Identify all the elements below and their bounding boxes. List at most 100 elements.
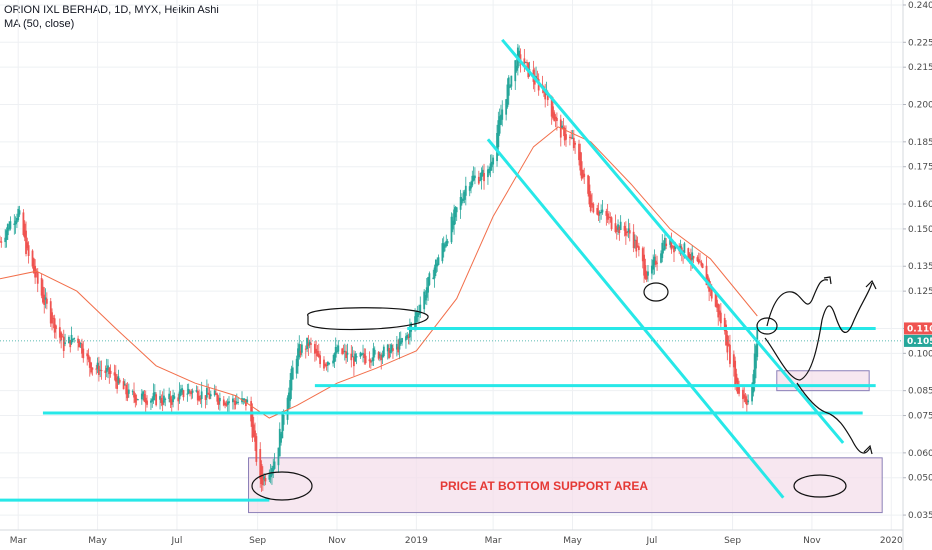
candle-body (64, 342, 66, 344)
candle-body (653, 256, 656, 265)
candle-body (44, 297, 47, 300)
candle-body (544, 89, 547, 100)
candle-body (105, 367, 108, 372)
candle-body (505, 99, 508, 115)
candle-body (291, 367, 294, 380)
candle-body (717, 303, 720, 318)
candle-body (228, 401, 230, 404)
candle-body (550, 96, 553, 117)
candle-body (570, 137, 573, 139)
candle-body (489, 163, 492, 172)
x-tick-label: Sep (249, 536, 266, 546)
candle-body (259, 449, 262, 480)
ellipse-sketch (307, 307, 429, 331)
candle-body (382, 346, 385, 357)
candle-body (644, 265, 647, 279)
candle-body (652, 259, 655, 270)
candle-body (153, 392, 156, 397)
candle-body (324, 364, 327, 366)
candle-body (624, 228, 627, 236)
candle-body (679, 245, 682, 250)
candle-body (656, 262, 658, 264)
candle-body (645, 271, 648, 280)
candle-body (514, 60, 517, 82)
candle-body (390, 344, 393, 352)
candle-body (4, 237, 7, 243)
candle-body (251, 411, 254, 438)
candle-body (345, 351, 348, 358)
candle-body (697, 259, 700, 264)
candle-body (574, 142, 577, 145)
candle-body (725, 324, 727, 346)
candle-body (510, 75, 513, 87)
candle-body (488, 168, 491, 174)
candle-body (178, 391, 181, 400)
candle-body (392, 348, 394, 351)
y-tick-label: 0.160 (908, 200, 932, 210)
candle-body (455, 207, 458, 213)
candle-body (687, 248, 690, 260)
candle-body (492, 157, 495, 165)
candle-body (137, 399, 139, 401)
candle-body (480, 172, 483, 180)
candle-body (445, 240, 448, 247)
candle-body (187, 388, 190, 394)
candle-body (133, 391, 135, 398)
candle-body (364, 355, 367, 364)
candle-body (654, 260, 657, 265)
candle-body (615, 227, 618, 232)
candle-body (591, 202, 593, 205)
candle-body (190, 391, 193, 395)
candle-body (380, 354, 383, 361)
candle-body (643, 254, 645, 276)
candle-body (408, 326, 411, 338)
candle-body (216, 393, 219, 402)
candle-body (428, 273, 431, 285)
candle-body (78, 340, 81, 348)
candle-body (515, 65, 518, 71)
candle-body (215, 392, 217, 395)
candle-body (441, 243, 444, 262)
candle-body (671, 245, 674, 247)
candle-body (88, 357, 91, 368)
candle-body (464, 185, 467, 196)
candle-body (582, 169, 584, 178)
price-tag-label: 0.105 (907, 337, 932, 347)
candle-body (9, 221, 12, 229)
candle-body (127, 389, 130, 394)
candle-body (373, 349, 376, 355)
x-tick-label: Sep (724, 536, 741, 546)
candle-body (6, 224, 9, 236)
candle-body (246, 399, 249, 403)
y-tick-label: 0.175 (908, 163, 932, 173)
candle-body (209, 394, 212, 397)
candle-body (663, 237, 666, 250)
candle-body (597, 211, 600, 216)
candle-body (71, 338, 74, 340)
candle-body (22, 212, 25, 235)
candle-body (418, 312, 420, 315)
x-tick-label: Nov (803, 536, 821, 546)
candle-body (53, 318, 56, 333)
candle-body (507, 77, 510, 96)
candle-body (381, 354, 384, 358)
candle-body (73, 338, 76, 340)
candle-body (751, 383, 753, 402)
candle-body (553, 112, 556, 122)
candle-body (242, 399, 245, 401)
arrow-sketch (764, 279, 877, 381)
candle-body (61, 336, 64, 338)
candle-body (325, 364, 328, 366)
candle-body (650, 265, 653, 274)
candle-body (705, 265, 708, 286)
candle-body (60, 332, 63, 341)
y-tick-label: 0.050 (908, 474, 932, 484)
candle-body (601, 209, 604, 213)
candle-body (729, 344, 731, 364)
candle-body (661, 242, 664, 259)
candle-body (254, 430, 256, 442)
candle-body (546, 92, 549, 101)
candle-body (260, 464, 263, 485)
candle-body (618, 227, 621, 233)
